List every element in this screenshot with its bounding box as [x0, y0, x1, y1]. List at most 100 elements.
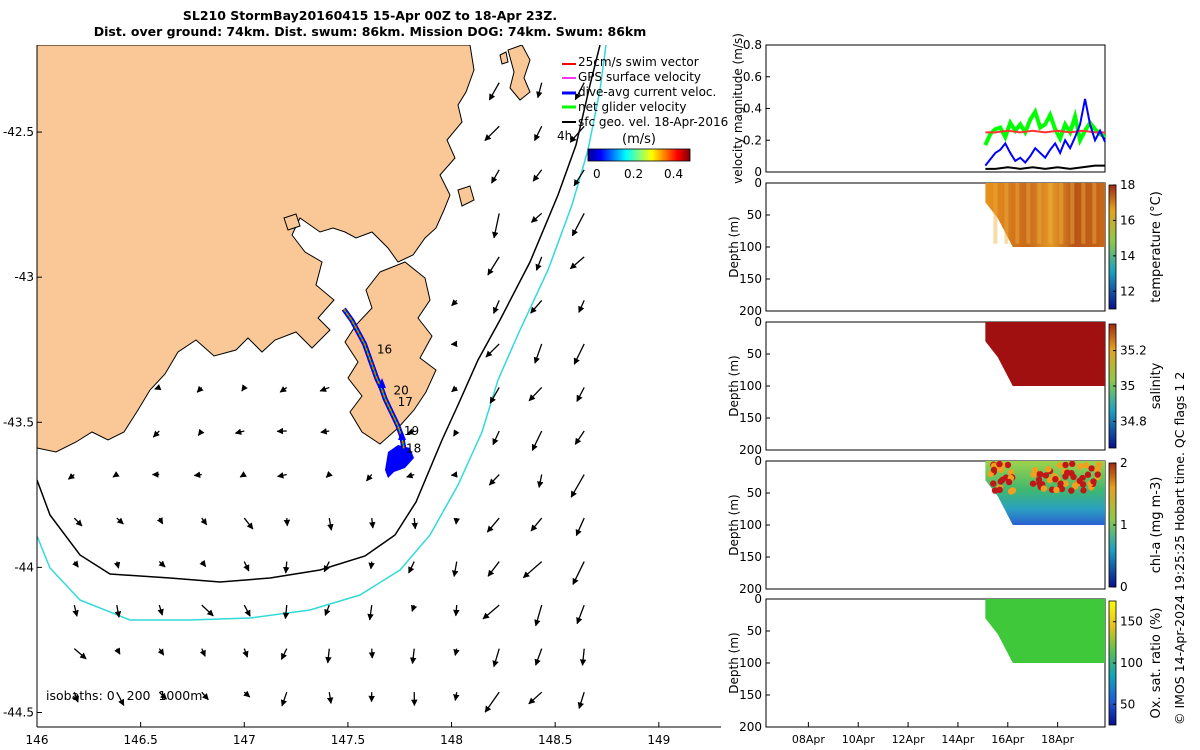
map-x-tick-label: 146.5: [123, 733, 157, 747]
isobath-1000: [37, 45, 607, 621]
map-x-tick-label: 146: [26, 733, 49, 747]
current-arrow: [532, 169, 543, 182]
day-label: 18: [406, 441, 421, 455]
velocity-y-tick-label: 0.4: [743, 102, 762, 116]
peninsula: [344, 261, 437, 445]
colorbar-tick-label: 0: [1120, 580, 1128, 594]
colorbar-tick-label: 16: [1120, 213, 1135, 227]
current-arrow: [485, 343, 500, 358]
map-y-tick-label: -43: [14, 270, 34, 284]
profile-y-tick-label: 200: [739, 720, 762, 734]
chl-a-sample-dot: [1029, 480, 1037, 487]
profile-data-region: [985, 599, 1105, 663]
net-velocity-track: [343, 308, 405, 449]
colorbar-tick-1: 0.2: [624, 167, 643, 181]
current-arrow: [487, 561, 500, 577]
current-arrow: [489, 387, 500, 404]
chl-a-sample-dot: [1088, 465, 1095, 472]
colorbar-tick-label: 12: [1120, 284, 1135, 298]
current-arrow: [280, 691, 288, 707]
profile-y-tick-label: 50: [747, 347, 762, 361]
island: [507, 45, 531, 101]
current-arrow: [201, 604, 214, 617]
chl-a-sample-dot: [990, 466, 998, 474]
chl-a-sample-dot: [1095, 461, 1103, 469]
chl-a-sample-dot: [1076, 463, 1084, 470]
current-arrow: [326, 692, 334, 705]
colorbar-tick-label: 34.8: [1120, 414, 1147, 428]
current-arrow: [487, 256, 500, 276]
current-arrow: [323, 561, 330, 573]
isobath-200: [37, 45, 601, 583]
day-label: 16: [377, 343, 392, 357]
temperature-streak: [1048, 183, 1053, 244]
current-arrow: [243, 690, 251, 698]
current-arrow: [488, 82, 500, 101]
current-arrow: [197, 428, 205, 436]
current-arrow: [157, 604, 164, 616]
current-arrow: [411, 517, 418, 530]
current-arrow: [320, 428, 330, 435]
island: [283, 213, 301, 231]
time-tick-label: 12Apr: [892, 733, 926, 746]
chl-a-sample-dot: [1040, 485, 1048, 492]
chl-a-sample-dot: [1094, 471, 1101, 478]
current-arrow: [569, 125, 585, 143]
current-arrow: [579, 648, 587, 666]
current-arrow: [196, 385, 204, 393]
current-arrow: [569, 256, 585, 270]
title-line-1: SL210 StormBay20160415 15-Apr 00Z to 18-…: [182, 8, 558, 23]
map-x-tick-label: 147.5: [331, 733, 365, 747]
current-arrow: [578, 300, 585, 313]
current-arrow: [199, 559, 207, 568]
colorbar-label: temperature (°C): [1149, 191, 1164, 303]
profile-y-tick-label: 100: [739, 379, 762, 393]
velocity-y-tick-label: 0.6: [743, 70, 762, 84]
velocity-axes: [765, 44, 1106, 173]
current-arrow: [157, 648, 165, 656]
current-arrow: [574, 430, 585, 445]
current-arrow: [113, 561, 121, 569]
current-arrow: [528, 387, 543, 402]
current-arrow: [573, 343, 585, 365]
chl-a-sample-dot: [1007, 469, 1015, 476]
velocity-series-line: [985, 129, 1105, 134]
current-arrow: [114, 604, 122, 618]
map-y-tick-label: -44.5: [3, 705, 34, 719]
current-arrow: [243, 517, 254, 530]
current-arrow: [366, 474, 373, 482]
current-arrow: [571, 213, 585, 237]
map-x-tick-label: 147: [233, 733, 256, 747]
current-arrow: [576, 387, 585, 402]
current-arrow: [491, 169, 500, 184]
current-arrow: [570, 474, 585, 498]
colorbar-tick-label: 150: [1120, 615, 1143, 629]
current-arrow: [488, 474, 500, 486]
velocity-y-tick-label: 0: [754, 165, 762, 179]
track-marker: [398, 430, 406, 440]
colorbar-tick-label: 100: [1120, 656, 1143, 670]
chl-a-sample-dot: [990, 480, 997, 487]
colorbar-tick-label: 14: [1120, 249, 1135, 263]
current-arrow: [536, 82, 543, 99]
chl-a-sample-dot: [1056, 462, 1064, 469]
current-arrow: [409, 648, 417, 665]
current-arrow: [451, 299, 459, 307]
chl-a-sample-dot: [1031, 466, 1039, 474]
current-arrow: [530, 517, 543, 532]
current-arrow: [530, 212, 543, 223]
time-tick-label: 10Apr: [842, 733, 876, 746]
current-arrow: [367, 605, 374, 621]
map-y-tick-label: -44: [14, 560, 34, 574]
land-mass: [37, 45, 475, 453]
current-arrow: [72, 691, 79, 703]
map-x-tick-label: 148: [440, 733, 463, 747]
profile-y-tick-label: 0: [754, 454, 762, 468]
chl-a-sample-dot: [1037, 471, 1044, 478]
time-axis-ticks: 08Apr 10Apr 12Apr 14Apr 16Apr 18Apr: [792, 722, 1075, 746]
current-arrow: [158, 560, 166, 568]
current-arrow: [201, 691, 209, 701]
